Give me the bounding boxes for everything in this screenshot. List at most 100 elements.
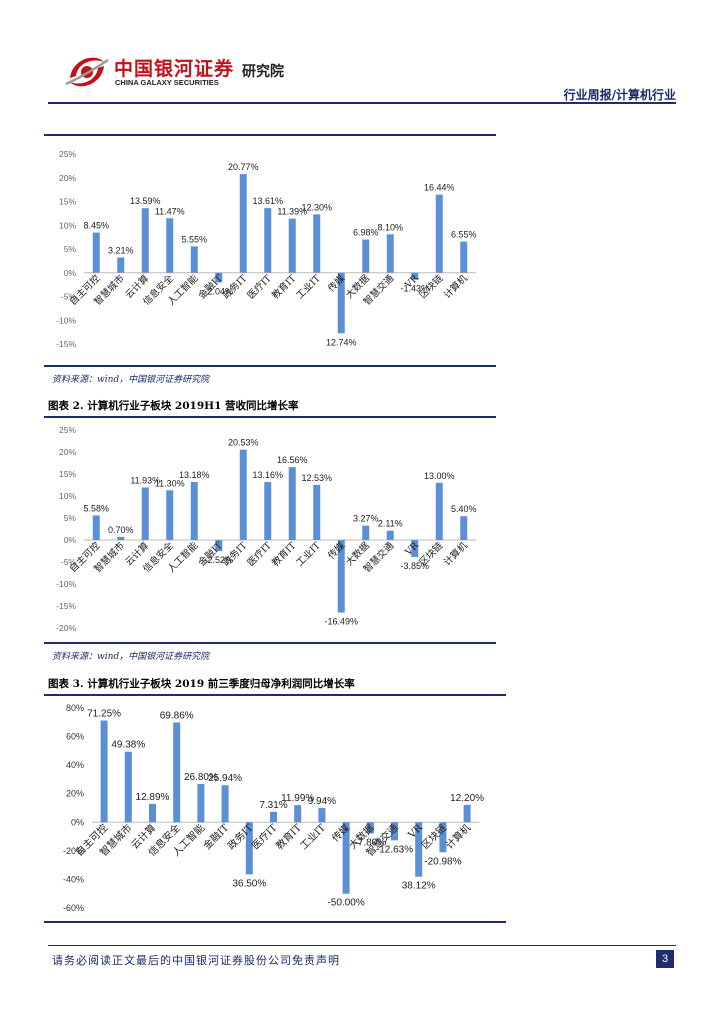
- bar: [362, 239, 370, 273]
- data-label: -50.00%: [327, 898, 364, 909]
- category-label: 金融IT: [200, 821, 231, 852]
- y-tick-label: -20%: [63, 846, 84, 856]
- y-tick-label: 60%: [66, 732, 84, 742]
- bar: [460, 516, 468, 540]
- y-tick-label: 20%: [66, 789, 84, 799]
- bar: [215, 540, 223, 552]
- bar: [100, 720, 108, 823]
- data-label: 8.45%: [83, 221, 109, 231]
- data-label: -7.80%: [354, 837, 386, 848]
- bar: [149, 803, 156, 823]
- y-tick-label: 15%: [59, 469, 76, 479]
- bar: [313, 484, 321, 540]
- chart-2: 25%20%15%10%5%0%-5%-10%-15%-20%5.58%自主可控…: [56, 425, 477, 633]
- data-label: 20.77%: [228, 162, 259, 172]
- bar: [190, 246, 198, 273]
- data-label: 13.16%: [252, 470, 283, 480]
- y-tick-label: 0%: [64, 268, 77, 278]
- bar: [166, 218, 174, 273]
- data-label: 25.94%: [208, 773, 242, 784]
- bar: [141, 208, 149, 273]
- bar: [215, 272, 223, 283]
- data-label: 12.20%: [450, 793, 484, 804]
- y-tick-label: 0%: [71, 817, 84, 827]
- bar: [264, 208, 272, 273]
- y-tick-label: 25%: [59, 149, 76, 159]
- category-label: 医疗IT: [245, 539, 275, 569]
- data-label: 11.30%: [155, 478, 185, 488]
- bar: [435, 482, 443, 540]
- y-tick-label: -15%: [56, 339, 76, 349]
- data-label: 11.99%: [281, 793, 314, 804]
- brand-institute: 研究院: [242, 64, 284, 80]
- chart2-title: 图表 2. 计算机行业子板块 2019H1 营收同比增长率: [48, 400, 299, 412]
- data-label: 6.55%: [451, 230, 477, 240]
- bar: [460, 241, 468, 273]
- bar: [124, 751, 132, 823]
- header-divider: [48, 102, 676, 104]
- y-tick-label: 25%: [59, 425, 76, 435]
- category-label: 教育IT: [269, 272, 299, 302]
- bar: [411, 540, 419, 557]
- bar: [239, 174, 247, 273]
- bar: [288, 218, 296, 273]
- data-label: 9.94%: [308, 796, 336, 807]
- data-label: 13.00%: [424, 471, 455, 481]
- y-tick-label: -10%: [56, 579, 76, 589]
- category-label: 工业IT: [295, 273, 324, 302]
- bar: [386, 234, 394, 273]
- data-label: 16.56%: [277, 455, 308, 465]
- chart3-top-rule: [44, 694, 506, 696]
- bar: [391, 822, 398, 841]
- bar: [415, 822, 423, 877]
- y-tick-label: 15%: [59, 197, 76, 207]
- bar: [239, 449, 247, 540]
- y-tick-label: 10%: [59, 491, 76, 501]
- bar: [386, 530, 394, 540]
- data-label: -12.63%: [376, 844, 413, 855]
- data-label: 38.12%: [402, 881, 436, 892]
- category-label: 工业IT: [295, 540, 324, 569]
- bar: [221, 785, 229, 823]
- data-label: 12.53%: [301, 473, 332, 483]
- data-label: 5.40%: [451, 504, 477, 514]
- data-label: -20.98%: [424, 856, 461, 867]
- data-label: 71.25%: [87, 709, 121, 720]
- chart2-top-rule: [44, 416, 496, 418]
- y-tick-label: -10%: [56, 315, 76, 325]
- bar: [342, 822, 350, 894]
- data-label: 2.11%: [378, 519, 403, 529]
- data-label: 8.10%: [377, 222, 403, 232]
- bar: [270, 811, 277, 823]
- bar: [337, 540, 345, 613]
- footer-divider: [48, 945, 676, 946]
- category-label: 计算机: [441, 272, 470, 301]
- data-label: -16.49%: [324, 617, 358, 627]
- bar: [173, 722, 181, 823]
- y-tick-label: -5%: [61, 292, 77, 302]
- category-label: 医疗IT: [249, 821, 280, 852]
- data-label: 11.47%: [155, 206, 185, 216]
- category-label: 工业IT: [298, 822, 328, 852]
- bar: [117, 536, 125, 540]
- y-tick-label: -60%: [63, 903, 84, 913]
- bar: [117, 257, 125, 273]
- bar: [411, 272, 419, 280]
- data-label: 13.59%: [130, 196, 161, 206]
- data-label: -2.04%: [204, 286, 233, 296]
- data-label: 7.31%: [259, 800, 287, 811]
- data-label: 5.55%: [181, 234, 207, 244]
- bar: [362, 525, 370, 540]
- chart3-bottom-rule: [44, 921, 506, 923]
- chart2-source: 资料来源：wind，中国银河证券研究院: [52, 652, 210, 662]
- data-label: 26.80%: [184, 772, 218, 783]
- bar: [92, 515, 100, 540]
- category-label: 区块链: [417, 539, 446, 568]
- y-tick-label: 20%: [59, 447, 76, 457]
- data-label: 11.39%: [277, 207, 307, 217]
- data-label: 49.38%: [111, 740, 145, 751]
- bar: [288, 467, 296, 540]
- y-tick-label: -5%: [61, 557, 77, 567]
- data-label: 20.53%: [228, 438, 259, 448]
- y-tick-label: 40%: [66, 760, 84, 770]
